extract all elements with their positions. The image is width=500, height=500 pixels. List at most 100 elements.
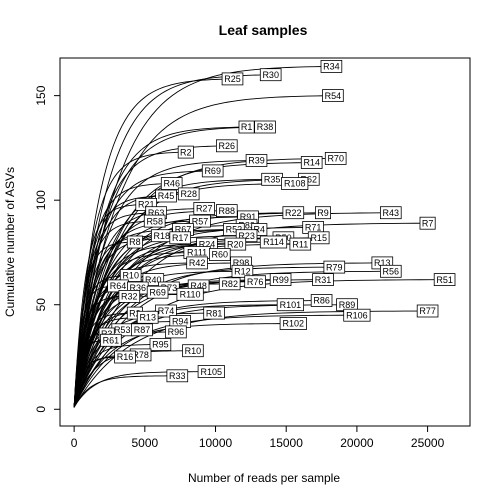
sample-label-0: R34 <box>320 60 343 73</box>
sample-label-text: R33 <box>169 371 186 381</box>
y-tick-label: 150 <box>34 85 48 105</box>
x-axis: 0 5000 10000 15000 20000 25000 <box>71 425 445 450</box>
sample-label-box <box>215 139 238 153</box>
sample-label-box <box>322 89 344 102</box>
sample-label-text: R34 <box>323 62 340 72</box>
sample-label-text: R7 <box>422 218 434 228</box>
sample-label-21: R22 <box>282 206 305 220</box>
sample-label-text: R89 <box>339 300 356 310</box>
sample-label-text: R77 <box>419 306 436 316</box>
sample-label-87: R33 <box>166 369 189 383</box>
sample-label-text: R56 <box>383 267 400 277</box>
sample-label-box <box>282 206 305 220</box>
sample-label-37: R15 <box>307 231 330 245</box>
sample-label-text: R81 <box>206 308 223 318</box>
sample-label-text: R10 <box>122 271 139 281</box>
sample-label-9: R39 <box>245 154 268 167</box>
sample-label-box <box>433 273 456 287</box>
sample-label-text: R61 <box>103 336 120 346</box>
sample-label-box <box>189 214 211 228</box>
sample-label-box <box>143 214 166 228</box>
sample-label-box <box>149 338 172 351</box>
sample-label-text: R64 <box>110 281 127 291</box>
sample-label-text: R2 <box>129 308 141 318</box>
x-tick-label: 5000 <box>131 436 158 450</box>
sample-label-text: R14 <box>303 158 320 168</box>
sample-label-6: R26 <box>215 139 238 153</box>
sample-label-text: R79 <box>326 262 343 272</box>
sample-label-28: R7 <box>419 216 436 230</box>
sample-label-box <box>166 369 189 383</box>
sample-label-text: R40 <box>145 275 162 285</box>
sample-label-text: R67 <box>175 225 192 235</box>
sample-label-text: R76 <box>247 277 264 287</box>
sample-label-box <box>182 344 204 358</box>
curve-r33 <box>73 375 178 408</box>
sample-label-1: R30 <box>259 68 282 82</box>
sample-label-34: R18 <box>150 229 173 243</box>
sample-label-text: R106 <box>346 310 368 320</box>
curve-r61 <box>73 339 111 408</box>
sample-label-64: R69 <box>146 285 169 299</box>
sample-label-text: R2 <box>180 147 192 157</box>
sample-label-text: R48 <box>190 281 207 291</box>
sample-label-text: R52 <box>226 225 243 235</box>
sample-label-5: R1 <box>238 120 255 134</box>
curve-r77 <box>73 310 428 408</box>
sample-label-70: R106 <box>343 308 371 322</box>
sample-label-45: R60 <box>208 248 231 261</box>
sample-label-box <box>245 154 268 167</box>
sample-label-text: R24 <box>199 239 216 249</box>
x-axis-title: Number of reads per sample <box>188 471 340 485</box>
x-tick-label: 20000 <box>340 436 374 450</box>
sample-label-box <box>160 177 183 190</box>
sample-label-text: R83 <box>238 221 255 231</box>
sample-label-19: R27 <box>193 202 216 215</box>
y-axis: 0 50 100 150 <box>34 85 61 413</box>
sample-label-text: R54 <box>325 91 342 101</box>
sample-label-text: R15 <box>310 233 327 243</box>
sample-label-72: R74 <box>155 304 177 318</box>
sample-label-text: R95 <box>152 340 169 350</box>
sample-label-23: R43 <box>379 206 402 220</box>
sample-label-box <box>126 235 143 249</box>
sample-label-text: R88 <box>219 206 236 216</box>
sample-label-text: R20 <box>227 239 244 249</box>
sample-label-text: R74 <box>158 306 175 316</box>
sample-label-79: R96 <box>165 325 187 339</box>
sample-label-text: R96 <box>168 327 185 337</box>
sample-label-50: R56 <box>379 264 402 278</box>
sample-label-box <box>215 204 238 218</box>
chart-title: Leaf samples <box>219 22 308 38</box>
sample-label-box <box>186 256 208 270</box>
sample-label-text: R10 <box>185 346 202 356</box>
sample-label-68: R101 <box>276 298 305 312</box>
sample-label-8: R70 <box>324 151 347 165</box>
sample-label-2: R25 <box>221 72 244 86</box>
sample-label-box <box>343 308 371 322</box>
sample-label-text: R28 <box>180 189 197 199</box>
sample-label-10: R14 <box>300 156 323 169</box>
sample-label-20: R88 <box>215 204 238 218</box>
sample-label-box <box>281 177 309 190</box>
sample-label-11: R69 <box>201 164 224 178</box>
sample-label-69: R77 <box>416 304 439 318</box>
sample-label-box <box>416 304 439 318</box>
sample-label-box <box>310 294 333 307</box>
sample-label-text: R31 <box>315 275 332 285</box>
sample-label-box <box>224 237 247 251</box>
sample-label-box <box>193 202 216 215</box>
sample-label-box <box>254 120 276 134</box>
sample-label-box <box>324 151 347 165</box>
sample-label-box <box>379 206 402 220</box>
sample-label-text: R99 <box>272 275 289 285</box>
sample-label-text: R53 <box>114 325 131 335</box>
sample-label-text: R87 <box>134 325 151 335</box>
sample-label-text: R63 <box>148 208 165 218</box>
sample-label-box <box>208 248 231 261</box>
sample-label-box <box>379 264 402 278</box>
sample-label-43: R20 <box>224 237 247 251</box>
sample-label-text: R60 <box>212 250 229 260</box>
sample-label-41: R11 <box>289 237 312 251</box>
sample-label-67: R89 <box>336 298 358 312</box>
